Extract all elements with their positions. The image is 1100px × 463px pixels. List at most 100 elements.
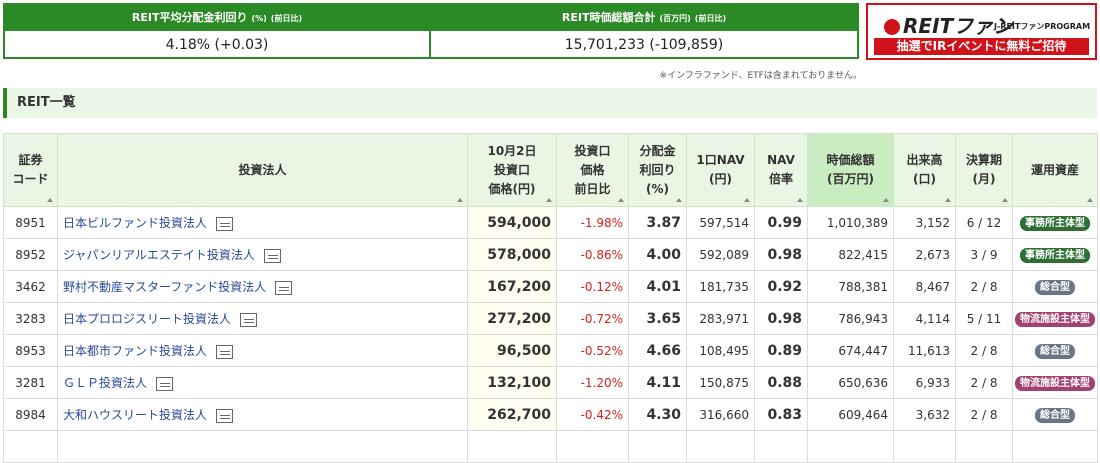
column-header[interactable]: 投資法人: [57, 133, 468, 207]
column-header[interactable]: 投資口 価格 前日比: [556, 133, 629, 207]
cell: 3,632: [893, 398, 956, 431]
news-icon[interactable]: [216, 344, 234, 359]
column-header[interactable]: 1口NAV (円): [686, 133, 755, 207]
cell: 167,200: [467, 270, 557, 303]
cell: -0.52%: [556, 334, 629, 367]
column-header[interactable]: 分配金 利回り (%): [628, 133, 687, 207]
news-icon[interactable]: [216, 408, 234, 423]
cell: [955, 430, 1013, 463]
header-text: 倍率: [768, 172, 793, 186]
cell: 1,010,389: [807, 206, 894, 239]
news-icon[interactable]: [263, 248, 281, 263]
cell: 6,933: [893, 366, 956, 399]
reit-name-link[interactable]: ＧＬＰ投資法人: [63, 376, 148, 390]
cell: [1012, 430, 1098, 463]
cell: 8951: [3, 206, 58, 239]
asset-badge: 物流施設主体型: [1015, 375, 1095, 391]
cell: 5 / 11: [955, 302, 1013, 335]
reit-name-link[interactable]: 日本ビルファンド投資法人: [63, 216, 208, 230]
cell: 2 / 8: [955, 366, 1013, 399]
column-header[interactable]: 決算期 (月): [955, 133, 1013, 207]
cell: 181,735: [686, 270, 755, 303]
header-text: (円): [709, 172, 732, 186]
cell: 316,660: [686, 398, 755, 431]
header-text: (%): [646, 181, 669, 196]
column-header[interactable]: 時価総額 (百万円): [807, 133, 894, 207]
table-row: 8951 日本ビルファンド投資法人 594,000 -1.98% 3.87 597,514…: [3, 206, 1098, 239]
table-row: 8984 大和ハウスリート投資法人 262,700 -0.42% 4.30 316,660…: [3, 398, 1098, 431]
column-header[interactable]: 出来高 (口): [893, 133, 956, 207]
asset-badge: 物流施設主体型: [1015, 311, 1095, 327]
reit-name-link[interactable]: 野村不動産マスターファンド投資法人: [63, 280, 267, 294]
table-row: 8952 ジャパンリアルエステイト投資法人 578,000 -0.86% 4.00 592…: [3, 238, 1098, 271]
cell: [3, 430, 58, 463]
header-text: 分配金: [639, 143, 676, 158]
reit-name-link[interactable]: 大和ハウスリート投資法人: [63, 408, 208, 422]
header-text: NAV: [767, 153, 795, 167]
cell: -1.20%: [556, 366, 629, 399]
cell: 0.99: [754, 206, 808, 239]
cell: 150,875: [686, 366, 755, 399]
cell: 3 / 9: [955, 238, 1013, 271]
cell: 4.01: [628, 270, 687, 303]
banner[interactable]: REITファン J-REITファンPROGRAM 抽選でIRイベントに無料ご招待: [866, 3, 1097, 60]
news-icon[interactable]: [240, 312, 258, 327]
cell: 578,000: [467, 238, 557, 271]
summary-header: REIT時価総額合計 (百万円) (前日比): [431, 5, 857, 31]
cell: 総合型: [1012, 334, 1098, 367]
summary-unit: (%): [251, 14, 267, 23]
column-header[interactable]: 証券 コード: [3, 133, 58, 207]
news-icon[interactable]: [216, 216, 234, 231]
cell: 大和ハウスリート投資法人: [57, 398, 468, 431]
cell: 609,464: [807, 398, 894, 431]
news-icon[interactable]: [275, 280, 293, 295]
cell: -0.42%: [556, 398, 629, 431]
cell: ＧＬＰ投資法人: [57, 366, 468, 399]
cell: 4.00: [628, 238, 687, 271]
banner-campaign: 抽選でIRイベントに無料ご招待: [874, 38, 1089, 55]
column-header[interactable]: NAV 倍率: [754, 133, 808, 207]
reit-table: 証券 コード 投資法人 10月2日 投資口 価格(円) 投資口 価格 前日比 分配金 利回り (%) 1…: [3, 133, 1098, 463]
cell: 日本プロロジスリート投資法人: [57, 302, 468, 335]
banner-logo: REITファン: [884, 10, 1013, 39]
header-text: 投資法人: [238, 162, 287, 177]
cell: 11,613: [893, 334, 956, 367]
cell: 4.66: [628, 334, 687, 367]
header-text: 前日比: [574, 181, 611, 196]
section-title: REIT一覧: [3, 88, 1097, 118]
header-text: 投資口: [574, 143, 611, 158]
cell: 283,971: [686, 302, 755, 335]
cell: -0.86%: [556, 238, 629, 271]
cell: 6 / 12: [955, 206, 1013, 239]
reit-name-link[interactable]: ジャパンリアルエステイト投資法人: [63, 248, 255, 262]
cell: -0.12%: [556, 270, 629, 303]
summary-header: REIT平均分配金利回り (%) (前日比): [5, 5, 429, 31]
cell: 2,673: [893, 238, 956, 271]
cell: 0.98: [754, 302, 808, 335]
reit-name-link[interactable]: 日本プロロジスリート投資法人: [63, 312, 232, 326]
news-icon[interactable]: [156, 376, 174, 391]
cell: 日本都市ファンド投資法人: [57, 334, 468, 367]
asset-badge: 総合型: [1035, 407, 1075, 423]
cell: 総合型: [1012, 270, 1098, 303]
cell: 3462: [3, 270, 58, 303]
cell: 262,700: [467, 398, 557, 431]
reit-name-link[interactable]: 日本都市ファンド投資法人: [63, 344, 208, 358]
summary-note: (前日比): [270, 14, 303, 23]
table-row: 3281 ＧＬＰ投資法人 132,100 -1.20% 4.11 150,875 0.88 6…: [3, 366, 1098, 399]
cell: 2 / 8: [955, 334, 1013, 367]
column-header[interactable]: 運用資産: [1012, 133, 1098, 207]
cell: 総合型: [1012, 398, 1098, 431]
header-text: (口): [913, 172, 936, 186]
cell: [628, 430, 687, 463]
cell: 786,943: [807, 302, 894, 335]
column-header[interactable]: 10月2日 投資口 価格(円): [467, 133, 557, 207]
summary-value: 4.18% (+0.03): [165, 37, 269, 53]
asset-badge: 事務所主体型: [1020, 215, 1090, 231]
cell: 3,152: [893, 206, 956, 239]
cell: 野村不動産マスターファンド投資法人: [57, 270, 468, 303]
cell: 132,100: [467, 366, 557, 399]
table-row: 3462 野村不動産マスターファンド投資法人 167,200 -0.12% 4.01 18…: [3, 270, 1098, 303]
cell: 2 / 8: [955, 398, 1013, 431]
cell: 4.11: [628, 366, 687, 399]
